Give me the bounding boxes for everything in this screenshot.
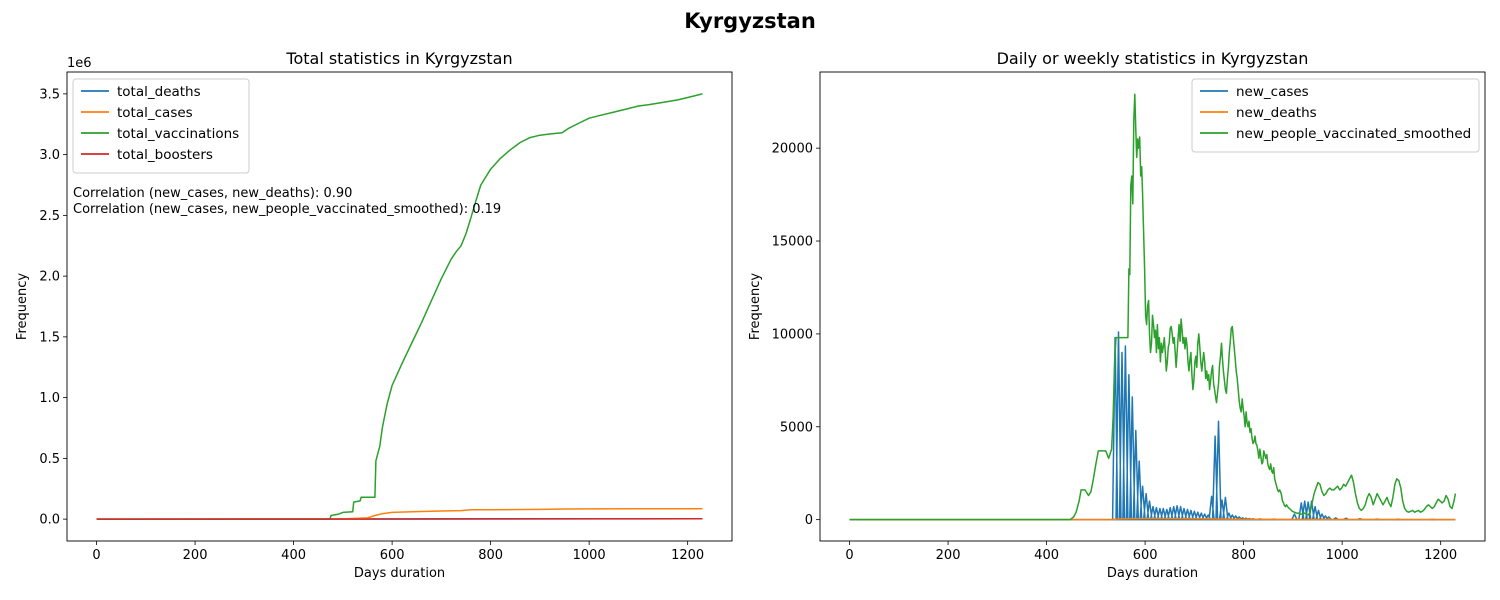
series-new-deaths xyxy=(849,517,1456,521)
legend-label-total-boosters: total_boosters xyxy=(117,147,213,163)
daily-statistics-panel: Daily or weekly statistics in Kyrgyzstan… xyxy=(748,49,1486,581)
y-tick-label: 1.0 xyxy=(39,391,60,406)
y-axis-label: Frequency xyxy=(15,273,30,340)
figure-title: Kyrgyzstan xyxy=(684,9,816,33)
y-tick-label: 0.5 xyxy=(39,452,60,467)
x-tick-label: 400 xyxy=(1034,548,1059,563)
series-total-cases xyxy=(96,507,703,520)
y-tick-label: 5000 xyxy=(780,420,813,435)
correlation-annotation: Correlation (new_cases, new_people_vacci… xyxy=(73,202,501,217)
panel-title: Daily or weekly statistics in Kyrgyzstan xyxy=(997,49,1309,68)
y-tick-label: 1.5 xyxy=(39,330,60,345)
x-tick-label: 600 xyxy=(1133,548,1158,563)
y-tick-label: 3.0 xyxy=(39,148,60,163)
series-new-cases xyxy=(1111,331,1435,521)
y-axis-label: Frequency xyxy=(748,273,763,340)
legend-box xyxy=(72,78,250,174)
x-tick-label: 1000 xyxy=(1326,548,1359,563)
x-tick-label: 800 xyxy=(478,548,503,563)
y-offset-label: 1e6 xyxy=(67,56,92,71)
y-tick-label: 20000 xyxy=(772,142,813,157)
y-tick-label: 0 xyxy=(805,513,813,528)
correlation-annotation: Correlation (new_cases, new_deaths): 0.9… xyxy=(73,186,352,201)
y-tick-label: 15000 xyxy=(772,235,813,250)
legend-box xyxy=(1191,78,1480,153)
legend-label-total-vaccinations: total_vaccinations xyxy=(117,126,239,142)
plot-area xyxy=(96,93,703,520)
x-tick-label: 1000 xyxy=(573,548,606,563)
y-tick-label: 2.5 xyxy=(39,209,60,224)
x-tick-label: 0 xyxy=(92,548,100,563)
legend: new_cases new_deaths new_people_vaccinated… xyxy=(1191,78,1480,153)
x-tick-label: 600 xyxy=(380,548,405,563)
y-tick-label: 0.0 xyxy=(39,513,60,528)
series-new-people-vaccinated-smoothed xyxy=(849,93,1457,521)
x-tick-label: 800 xyxy=(1231,548,1256,563)
axes-frame xyxy=(819,71,1486,542)
panel-title: Total statistics in Kyrgyzstan xyxy=(285,49,512,68)
x-axis-label: Days duration xyxy=(354,566,445,581)
legend-label-total-deaths: total_deaths xyxy=(117,84,201,100)
x-tick-label: 1200 xyxy=(1424,548,1457,563)
x-tick-label: 0 xyxy=(845,548,853,563)
legend-label-new-people-vaccinated-smoothed: new_people_vaccinated_smoothed xyxy=(1236,126,1471,142)
legend-label-new-deaths: new_deaths xyxy=(1236,105,1317,121)
x-tick-label: 200 xyxy=(183,548,208,563)
y-tick-label: 10000 xyxy=(772,327,813,342)
x-tick-label: 200 xyxy=(936,548,961,563)
axes-frame xyxy=(66,71,733,542)
x-tick-label: 400 xyxy=(281,548,306,563)
plot-area xyxy=(849,93,1457,521)
x-axis-label: Days duration xyxy=(1107,566,1198,581)
legend-label-total-cases: total_cases xyxy=(117,105,193,121)
total-statistics-panel: Total statistics in Kyrgyzstan 0 200 400 600… xyxy=(15,49,733,581)
series-total-vaccinations xyxy=(96,93,703,520)
y-tick-label: 3.5 xyxy=(39,87,60,102)
x-tick-label: 1200 xyxy=(671,548,704,563)
y-tick-label: 2.0 xyxy=(39,270,60,285)
legend: total_deaths total_cases total_vaccination… xyxy=(72,78,250,174)
legend-label-new-cases: new_cases xyxy=(1236,84,1309,100)
